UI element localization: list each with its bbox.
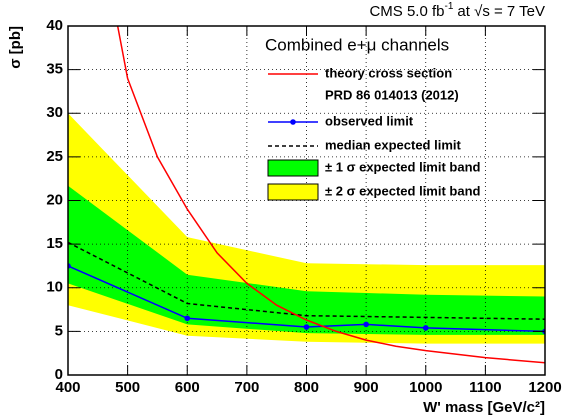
- y-tick-label: 40: [46, 17, 63, 34]
- y-tick-label: 35: [46, 61, 63, 78]
- y-tick-label: 0: [55, 366, 63, 383]
- x-tick-label: 1200: [528, 379, 561, 396]
- y-tick-label: 20: [46, 191, 63, 208]
- y-tick-label: 5: [55, 322, 63, 339]
- point: [303, 324, 310, 330]
- title-sup: -1: [445, 1, 454, 12]
- series-line: [116, 26, 545, 364]
- series-line: [68, 241, 545, 320]
- x-tick-label: 800: [294, 379, 319, 396]
- point: [363, 321, 369, 328]
- x-axis-label: W' mass [GeV/c²]: [423, 399, 545, 416]
- y-tick-label: 10: [46, 279, 63, 296]
- x-tick-label: 500: [115, 379, 140, 396]
- legend-label: median expected limit: [325, 137, 461, 152]
- y-axis-label: σ [pb]: [7, 26, 24, 69]
- point: [184, 315, 191, 322]
- x-tick-label: 600: [175, 379, 200, 396]
- band: [68, 185, 545, 335]
- legend-label: ± 1 σ expected limit band: [325, 159, 481, 174]
- x-tick-label: 900: [354, 379, 379, 396]
- legend-marker: [290, 119, 296, 125]
- x-tick-label: 1000: [409, 379, 442, 396]
- plot-area: [68, 26, 545, 375]
- legend-swatch: [267, 159, 319, 177]
- x-tick-label: 700: [234, 379, 259, 396]
- series-line: [68, 265, 545, 333]
- chart-title: CMS 5.0 fb-1 at √s = 7 TeV: [369, 1, 545, 20]
- legend-label: theory cross section: [325, 65, 452, 80]
- legend-title: Combined e+μ channels: [265, 35, 449, 54]
- title-rest: at √s = 7 TeV: [457, 3, 545, 20]
- legend-label: ± 2 σ expected limit band: [325, 183, 481, 198]
- x-tick-label: 400: [55, 379, 80, 396]
- y-tick-label: 30: [46, 104, 63, 121]
- point: [422, 325, 429, 331]
- legend-swatch: [267, 183, 319, 201]
- y-tick-label: 25: [46, 148, 63, 165]
- y-tick-label: 15: [46, 235, 63, 252]
- title-main: CMS 5.0 fb: [369, 3, 444, 20]
- legend-note: PRD 86 014013 (2012): [325, 87, 459, 102]
- legend-label: observed limit: [325, 113, 414, 128]
- x-tick-label: 1100: [469, 379, 502, 396]
